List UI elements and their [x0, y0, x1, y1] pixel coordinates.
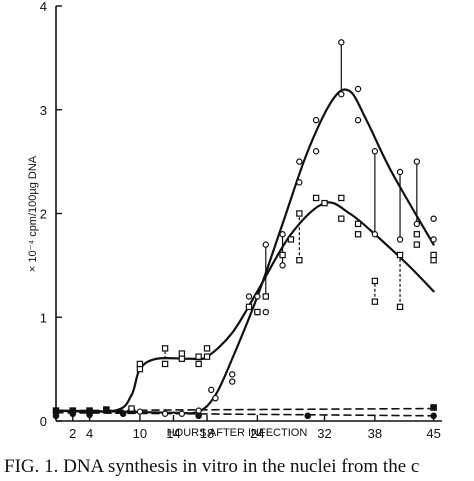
x-tick-label: 4	[86, 426, 93, 441]
series-1-point	[136, 408, 144, 415]
series-2-point	[203, 345, 211, 352]
series-2-point	[178, 350, 186, 357]
series-4-point	[69, 410, 77, 418]
x-tick-label: 32	[317, 426, 331, 441]
series-1-point	[430, 236, 437, 243]
series-2-point	[354, 231, 362, 238]
series-2-point	[279, 251, 286, 259]
x-tick-label: 10	[133, 426, 147, 441]
x-tick-label: 24	[250, 426, 264, 441]
x-tick-label: 2	[69, 426, 76, 441]
series-2-point	[128, 405, 135, 412]
series-2-point	[262, 293, 269, 300]
series-2-point	[338, 194, 345, 202]
series-1-point	[338, 90, 345, 98]
series-2-line	[54, 201, 435, 413]
series-3-line	[55, 407, 435, 412]
series-1-point	[279, 262, 286, 269]
series-2-point	[161, 360, 169, 368]
series-1-point	[229, 371, 236, 378]
series-2-point	[430, 256, 437, 264]
series-1-point	[371, 231, 379, 238]
series-2-point	[296, 256, 303, 264]
series-4-point	[304, 412, 312, 420]
series-2-point	[161, 345, 169, 352]
y-tick-label: 3	[40, 103, 47, 118]
series-1-point	[312, 116, 320, 124]
series-2-point	[338, 215, 345, 222]
series-2-point	[296, 210, 303, 217]
series-2-point	[245, 303, 253, 311]
y-tick-label: 1	[40, 310, 47, 325]
series-1-point	[354, 85, 362, 93]
series-4-point	[119, 410, 127, 418]
series-2-point	[354, 220, 362, 228]
series-2-point	[430, 251, 437, 259]
series-2-point	[195, 360, 202, 368]
series-4-point	[195, 412, 202, 420]
series-1-point	[212, 394, 219, 402]
series-1-point	[354, 116, 362, 124]
series-2-point	[371, 298, 379, 305]
series-1-point	[312, 148, 320, 155]
series-1-point	[296, 158, 303, 165]
series-2-point	[203, 353, 211, 360]
x-axis-label: HOURS AFTER INFECTION	[167, 427, 308, 439]
series-3-point	[103, 406, 110, 413]
axes	[55, 5, 442, 422]
series-2-point	[321, 199, 328, 207]
series-1-point	[396, 236, 404, 243]
series-2-point	[287, 236, 295, 243]
fit-curves	[54, 88, 435, 417]
series-2-point	[312, 194, 320, 202]
series-1-point	[245, 293, 253, 300]
series-1-point	[208, 386, 215, 394]
series-2-point	[396, 303, 404, 311]
series-1-point	[262, 308, 269, 316]
error-bars	[164, 42, 418, 364]
x-tick-label: 18	[200, 426, 214, 441]
y-tick-label: 2	[40, 207, 47, 222]
series-2-point	[413, 241, 421, 248]
y-axis-label: × 10⁻⁴ cpm/100µg DNA	[27, 155, 39, 272]
series-4-line	[55, 411, 435, 417]
y-tick-label: 4	[40, 0, 47, 14]
series-4-point	[52, 412, 60, 420]
series-1-point	[161, 410, 169, 417]
series-1-point	[279, 231, 286, 238]
data-points	[52, 39, 437, 420]
series-4-point	[86, 411, 93, 419]
series-1-point	[296, 179, 303, 186]
x-tick-label: 45	[426, 426, 440, 441]
series-2-point	[396, 251, 404, 259]
series-2-point	[195, 353, 202, 360]
x-tick-label: 14	[166, 426, 180, 441]
series-2-point	[178, 355, 186, 362]
series-3-point	[430, 404, 437, 411]
series-2-point	[371, 277, 379, 285]
series-1-point	[195, 407, 202, 414]
series-1-point	[413, 220, 421, 228]
series-2-point	[136, 360, 144, 368]
series-4-point	[430, 412, 437, 420]
series-1-point	[178, 410, 186, 417]
series-1-point	[396, 168, 404, 176]
series-1-point	[371, 148, 379, 155]
series-1-point	[262, 241, 269, 248]
series-2-point	[413, 231, 421, 238]
series-2-point	[136, 365, 144, 373]
series-2-point	[254, 308, 261, 316]
y-tick-label: 0	[40, 414, 47, 429]
series-1-point	[430, 215, 437, 222]
figure-caption: FIG. 1. DNA synthesis in vitro in the nu…	[4, 456, 420, 477]
series-1-point	[254, 293, 261, 300]
series-1-point	[229, 378, 236, 385]
series-1-point	[338, 39, 345, 46]
series-1-line	[54, 88, 435, 415]
series-1-point	[413, 158, 421, 165]
x-tick-label: 38	[368, 426, 382, 441]
